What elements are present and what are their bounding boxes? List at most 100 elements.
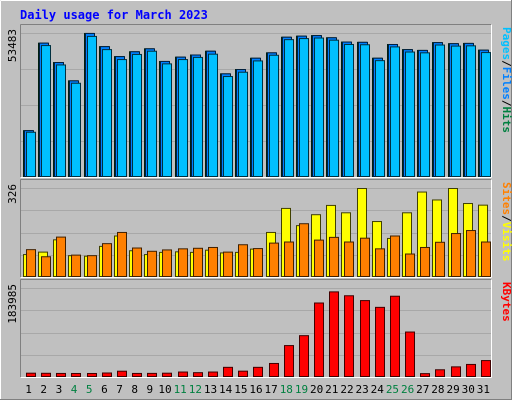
bar-sites-day-5 — [87, 255, 97, 278]
legend-entry: Sites — [500, 182, 512, 215]
bar-kbytes-day-16 — [253, 366, 263, 377]
x-tick-label-day-19: 19 — [295, 383, 308, 396]
bar-sites-day-9 — [147, 250, 157, 278]
legend-entry: Files — [500, 67, 512, 100]
bar-pages-day-8 — [132, 53, 142, 178]
bar-kbytes-day-19 — [299, 335, 309, 378]
bar-sites-day-25 — [390, 235, 400, 277]
bar-sites-day-2 — [41, 256, 51, 277]
bar-pages-day-30 — [466, 45, 476, 177]
bar-kbytes-day-1 — [26, 372, 36, 378]
x-tick-label-day-29: 29 — [446, 383, 459, 396]
x-tick-label-day-22: 22 — [340, 383, 353, 396]
y-max-label: 183985 — [6, 284, 19, 324]
bar-kbytes-day-3 — [56, 372, 66, 377]
x-tick-label-day-20: 20 — [310, 383, 323, 396]
x-tick-label-day-2: 2 — [40, 383, 47, 396]
x-tick-label-day-8: 8 — [131, 383, 138, 396]
x-tick-label-day-28: 28 — [431, 383, 444, 396]
bar-kbytes-day-25 — [390, 295, 400, 378]
legend-entry: Pages — [500, 27, 512, 60]
bar-kbytes-day-5 — [87, 372, 97, 377]
bar-sites-day-27 — [420, 246, 430, 278]
x-tick-label-day-15: 15 — [234, 383, 247, 396]
bar-pages-day-3 — [56, 64, 66, 177]
bar-kbytes-day-20 — [314, 302, 324, 377]
x-tick-label-day-10: 10 — [158, 383, 171, 396]
bar-pages-day-24 — [375, 60, 385, 177]
x-tick-label-day-31: 31 — [477, 383, 490, 396]
panel-area — [21, 280, 491, 377]
bar-pages-day-19 — [299, 38, 309, 178]
x-tick-label-day-1: 1 — [25, 383, 32, 396]
bar-pages-day-12 — [193, 56, 203, 177]
bar-pages-day-5 — [87, 35, 97, 177]
bar-pages-day-23 — [360, 44, 370, 177]
legend: Pages/Files/Hits — [500, 27, 512, 133]
legend-entry: / — [500, 60, 512, 67]
x-tick-label-day-24: 24 — [371, 383, 385, 396]
panel-hits-files-pages: 53483 Pages/Files/Hits — [6, 24, 512, 178]
bar-kbytes-day-10 — [162, 372, 172, 378]
legend: Sites/Visits — [500, 182, 512, 262]
x-tick-label-day-23: 23 — [356, 383, 369, 396]
bar-kbytes-day-23 — [360, 300, 370, 377]
x-tick-label-day-12: 12 — [189, 383, 202, 396]
x-tick-label-day-18: 18 — [280, 383, 293, 396]
bar-sites-day-18 — [284, 241, 294, 277]
bar-sites-day-23 — [360, 237, 370, 278]
bar-pages-day-26 — [405, 51, 415, 177]
x-tick-label-day-3: 3 — [56, 383, 63, 396]
bar-pages-day-1 — [26, 131, 36, 178]
bar-pages-day-6 — [102, 49, 112, 177]
bar-sites-day-10 — [162, 249, 172, 277]
bar-pages-day-27 — [420, 52, 430, 177]
legend-entry: / — [500, 100, 512, 107]
legend-entry: / — [500, 215, 512, 222]
x-tick-label-day-7: 7 — [116, 383, 123, 396]
bar-sites-day-12 — [193, 247, 203, 278]
bar-kbytes-day-15 — [238, 370, 248, 377]
bar-kbytes-day-30 — [466, 363, 476, 377]
bar-kbytes-day-24 — [375, 306, 385, 377]
x-tick-label-day-30: 30 — [462, 383, 475, 396]
bar-sites-day-14 — [223, 251, 233, 277]
x-tick-label-day-6: 6 — [101, 383, 108, 396]
bar-pages-day-31 — [481, 52, 491, 178]
y-max-label: 326 — [6, 184, 19, 204]
bar-pages-day-25 — [390, 46, 400, 178]
bar-kbytes-day-31 — [481, 360, 491, 378]
bar-kbytes-day-21 — [329, 291, 339, 377]
x-tick-label-day-14: 14 — [219, 383, 233, 396]
x-tick-label-day-13: 13 — [204, 383, 217, 396]
bar-kbytes-day-26 — [405, 331, 415, 377]
bar-pages-day-18 — [284, 39, 294, 177]
bar-kbytes-day-8 — [132, 372, 142, 377]
x-tick-label-day-4: 4 — [71, 383, 78, 396]
bar-sites-day-8 — [132, 247, 142, 277]
bar-sites-day-24 — [375, 248, 385, 277]
bar-kbytes-day-22 — [344, 295, 354, 378]
bar-pages-day-9 — [147, 50, 157, 178]
bar-sites-day-21 — [329, 236, 339, 278]
bar-pages-day-15 — [238, 71, 248, 177]
bar-sites-day-3 — [56, 236, 66, 277]
bar-kbytes-day-28 — [435, 369, 445, 377]
bar-pages-day-21 — [329, 39, 339, 178]
bar-sites-day-22 — [344, 241, 354, 277]
bar-pages-day-28 — [435, 44, 445, 177]
bar-sites-day-31 — [481, 241, 491, 277]
chart-panels: 53483 Pages/Files/Hits 326 Sites/Visits 1839… — [6, 24, 512, 378]
bar-kbytes-day-18 — [284, 345, 294, 378]
bar-sites-day-7 — [117, 231, 127, 278]
bar-pages-day-14 — [223, 76, 233, 177]
bar-kbytes-day-4 — [71, 372, 81, 377]
bar-kbytes-day-29 — [451, 366, 461, 377]
bar-sites-day-11 — [178, 248, 188, 277]
bar-pages-day-17 — [269, 54, 279, 177]
x-tick-label-day-27: 27 — [416, 383, 429, 396]
bar-sites-day-20 — [314, 239, 324, 277]
bar-pages-day-22 — [344, 43, 354, 177]
bar-pages-day-13 — [208, 53, 218, 177]
x-tick-label-day-21: 21 — [325, 383, 338, 396]
